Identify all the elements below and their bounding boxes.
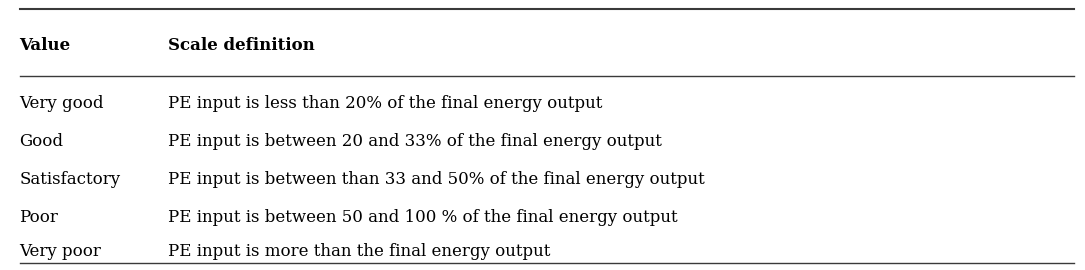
Text: Value: Value [20, 38, 71, 54]
Text: PE input is less than 20% of the final energy output: PE input is less than 20% of the final e… [168, 96, 602, 112]
Text: PE input is between 20 and 33% of the final energy output: PE input is between 20 and 33% of the fi… [168, 133, 662, 150]
Text: Very good: Very good [20, 96, 104, 112]
Text: Good: Good [20, 133, 64, 150]
Text: Satisfactory: Satisfactory [20, 171, 120, 188]
Text: PE input is between than 33 and 50% of the final energy output: PE input is between than 33 and 50% of t… [168, 171, 705, 188]
Text: Very poor: Very poor [20, 243, 101, 259]
Text: PE input is more than the final energy output: PE input is more than the final energy o… [168, 243, 550, 259]
Text: Poor: Poor [20, 209, 59, 226]
Text: PE input is between 50 and 100 % of the final energy output: PE input is between 50 and 100 % of the … [168, 209, 678, 226]
Text: Scale definition: Scale definition [168, 38, 315, 54]
